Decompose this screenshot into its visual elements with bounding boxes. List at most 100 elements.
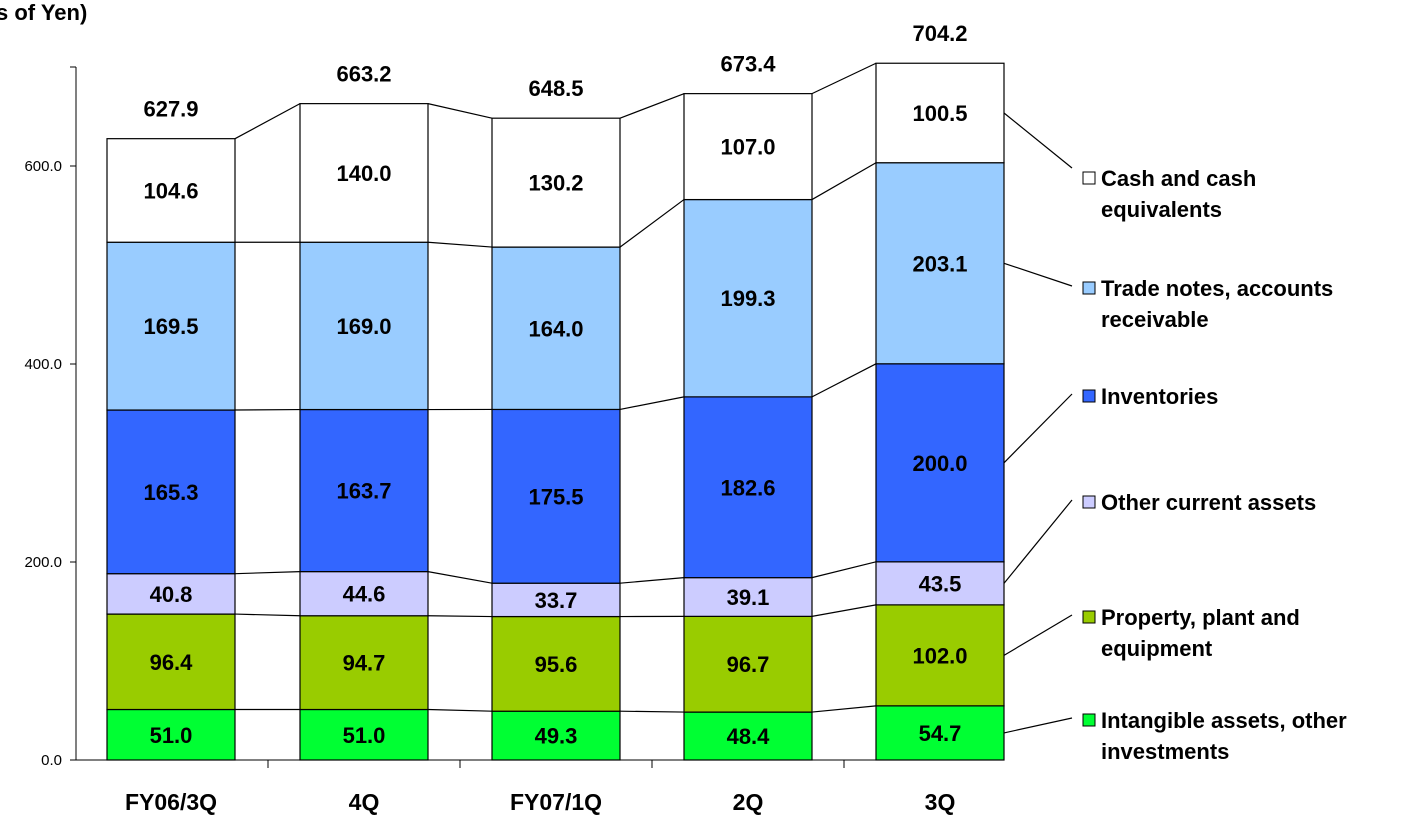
legend-label: Property, plant and [1101,605,1300,630]
bar-segment [491,615,621,712]
legend-label: equivalents [1101,197,1222,222]
connector-line [427,241,493,248]
legend-label: Trade notes, accounts [1101,276,1333,301]
bar-segment [875,62,1005,164]
connector-line [427,615,493,618]
legend-swatch [1082,281,1096,295]
legend-swatch [1082,713,1096,727]
bar-value-label: 96.7 [727,652,770,677]
bar-value-label: 169.0 [336,314,391,339]
bar-segment [683,577,813,617]
bar-value-label: 164.0 [528,316,583,341]
connector-line [234,571,301,575]
y-tick-label: 600.0 [24,158,62,175]
category-label: 4Q [349,789,380,815]
bar-value-label: 95.6 [535,652,578,677]
connector-line [811,604,877,617]
bar-segment [875,561,1005,606]
bar-segment [106,573,236,615]
bar-value-label: 163.7 [336,479,391,504]
connector-line [427,103,493,119]
connector-line [811,561,877,579]
legend-label: Inventories [1101,384,1218,409]
legend-label: receivable [1101,307,1209,332]
bar-value-label: 96.4 [150,650,194,675]
bar-segment [106,708,236,761]
legend-leader-line [1003,262,1073,287]
connector-line [427,571,493,584]
bar-segment [106,613,236,711]
connector-line [619,396,685,411]
bar-value-label: 100.5 [912,101,967,126]
bar-value-label: 94.7 [343,651,386,676]
bar-value-label: 104.6 [143,178,198,203]
connector-line [811,363,877,398]
bar-segment [683,396,813,579]
connector-line [811,705,877,713]
legend-leader-line [1003,717,1073,734]
connector-line [811,62,877,95]
total-label: 704.2 [912,21,967,46]
connector-line [619,199,685,248]
bar-value-label: 182.6 [720,475,775,500]
legend-leader-line [1003,112,1073,169]
total-label: 663.2 [336,62,391,87]
connector-line [234,613,301,617]
legend-label: Cash and cash [1101,166,1256,191]
bar-segment [491,710,621,761]
legend-leader-line [1003,614,1073,656]
bar-segment [491,582,621,618]
bar-value-label: 102.0 [912,643,967,668]
y-tick-label: 400.0 [24,356,62,373]
bar-value-label: 33.7 [535,588,578,613]
bar-value-label: 51.0 [150,723,193,748]
total-label: 648.5 [528,76,583,101]
legend-label: Other current assets [1101,490,1316,515]
category-label: FY06/3Q [125,789,217,815]
category-label: 3Q [925,789,956,815]
bar-value-label: 130.2 [528,171,583,196]
bar-value-label: 49.3 [535,724,578,749]
bar-segment [106,138,236,243]
connector-line [619,93,685,119]
bar-value-label: 107.0 [720,135,775,160]
bar-segment [491,408,621,584]
bar-segment [299,571,429,617]
bar-value-label: 200.0 [912,451,967,476]
bar-value-label: 165.3 [143,480,198,505]
bar-value-label: 51.0 [343,723,386,748]
bar-segment [299,615,429,711]
category-label: FY07/1Q [510,789,602,815]
legend-label: equipment [1101,636,1213,661]
legend-swatch [1082,389,1096,403]
connector-line [234,103,301,140]
bar-segment [491,117,621,248]
connector-line [619,577,685,584]
bar-segment [299,241,429,411]
bar-value-label: 140.0 [336,161,391,186]
bar-segment [299,103,429,243]
bar-segment [299,708,429,761]
total-label: 627.9 [143,97,198,122]
bar-segment [683,93,813,201]
bar-value-label: 169.5 [143,314,198,339]
bar-value-label: 43.5 [919,571,962,596]
connector-line [619,710,685,713]
bar-value-label: 48.4 [727,724,771,749]
bar-segment [683,711,813,761]
bar-value-label: 44.6 [343,582,386,607]
bar-segment [875,604,1005,707]
legend-swatch [1082,610,1096,624]
connector-line [811,162,877,201]
y-tick-label: 200.0 [24,554,62,571]
bar-segment [491,246,621,411]
legend-leader-line [1003,499,1073,584]
bar-value-label: 40.8 [150,582,193,607]
category-label: 2Q [733,789,764,815]
bar-value-label: 39.1 [727,585,770,610]
connector-line [427,708,493,712]
bar-segment [299,408,429,573]
legend-label: Intangible assets, other [1101,708,1347,733]
bar-segment [875,363,1005,563]
